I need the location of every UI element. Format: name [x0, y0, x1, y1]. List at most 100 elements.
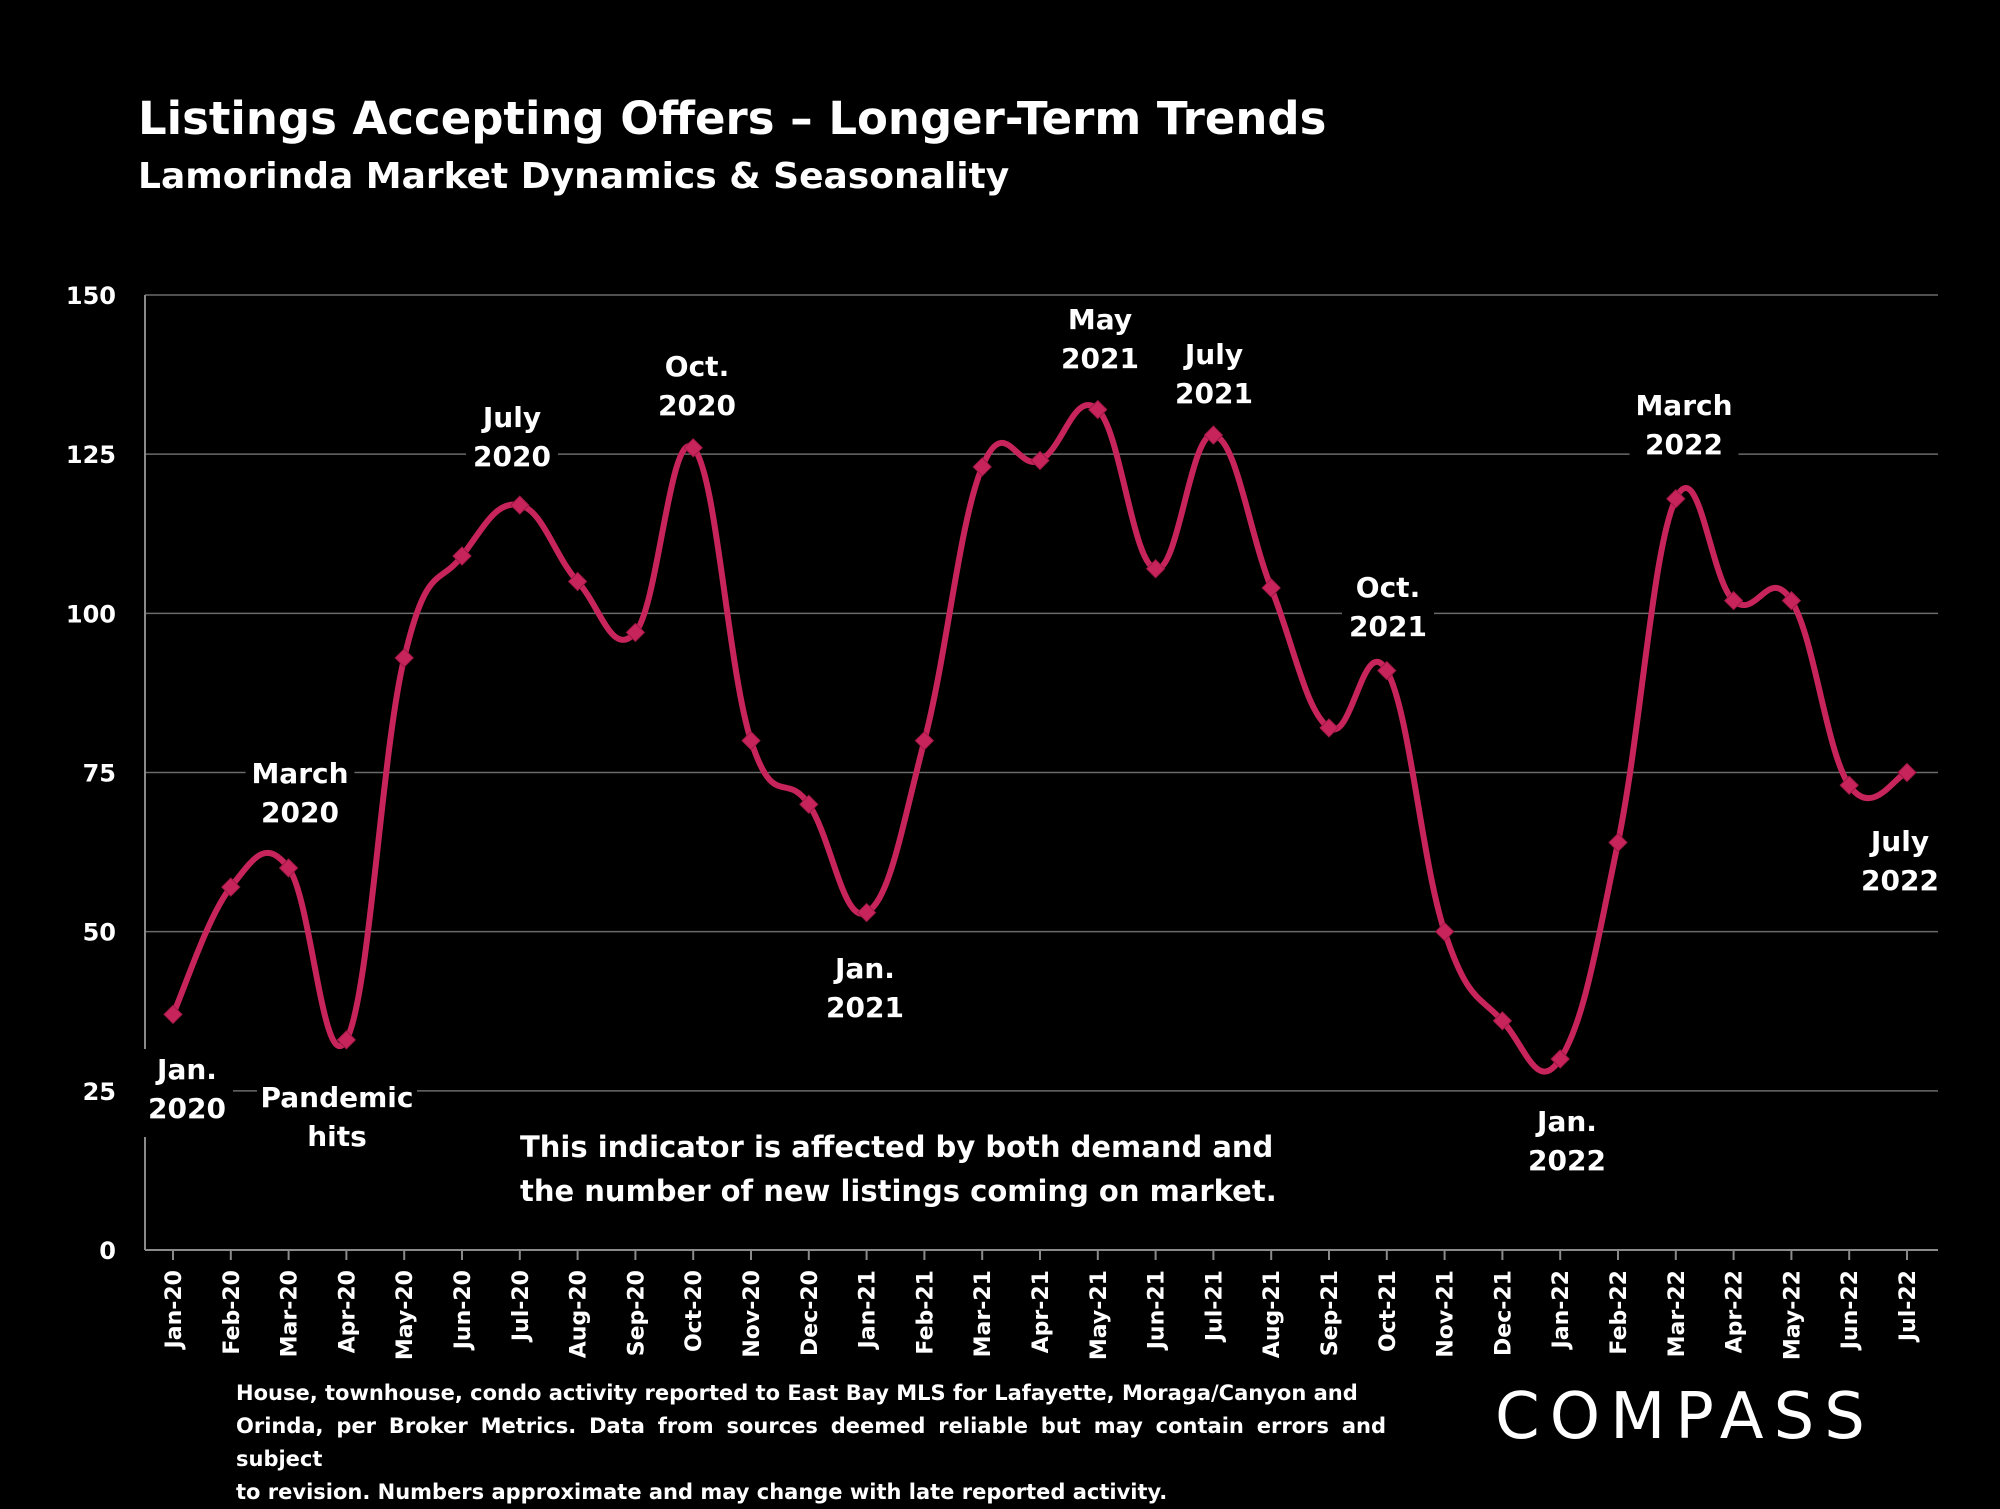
chart-note: This indicator is affected by both deman…	[520, 1130, 1277, 1208]
annotation-label: 2022	[1645, 428, 1723, 461]
annotation-label: Jan.	[833, 952, 895, 985]
annotation-backdrop	[141, 1049, 233, 1137]
x-tick-label: Dec-20	[798, 1270, 823, 1356]
x-tick-label: Jan-20	[162, 1270, 187, 1350]
data-point	[1550, 1049, 1570, 1069]
annotation-label: Oct.	[1356, 571, 1420, 604]
data-point	[1203, 425, 1224, 445]
x-tick-label: Oct-21	[1376, 1270, 1401, 1352]
data-point	[625, 622, 646, 643]
annotation-label: 2020	[658, 389, 736, 422]
x-tick-label: Feb-21	[913, 1270, 938, 1355]
y-tick-label: 125	[66, 441, 116, 469]
data-point	[972, 457, 992, 477]
annotation-label: May	[1068, 303, 1132, 336]
annotation-backdrop	[1168, 334, 1260, 422]
x-tick-label: Mar-20	[278, 1270, 303, 1357]
data-point	[914, 730, 935, 751]
annotation-label: Oct.	[665, 350, 729, 383]
annotation-label: 2020	[148, 1092, 226, 1125]
annotation-backdrop	[1854, 821, 1946, 909]
annotation-label: July	[1183, 338, 1243, 371]
data-markers	[163, 399, 1917, 1069]
data-point	[1261, 578, 1281, 598]
footnote-line: House, townhouse, condo activity reporte…	[236, 1381, 1358, 1405]
annotation-label: 2021	[1061, 342, 1139, 375]
annotation-label: 2021	[1349, 610, 1427, 643]
x-tick-label: May-22	[1780, 1270, 1805, 1360]
footnote-line: to revision. Numbers approximate and may…	[236, 1480, 1168, 1504]
x-tick-label: Dec-21	[1491, 1270, 1516, 1356]
data-point	[1434, 921, 1455, 942]
annotation-label: 2022	[1528, 1144, 1606, 1177]
data-point	[1781, 590, 1802, 611]
x-tick-label: Oct-20	[682, 1270, 707, 1352]
x-tick-label: May-21	[1087, 1270, 1112, 1360]
page-title: Listings Accepting Offers – Longer-Term …	[138, 92, 1327, 145]
footnote: House, townhouse, condo activity reporte…	[236, 1377, 1386, 1509]
data-point	[278, 858, 299, 878]
x-tick-label: Nov-20	[740, 1270, 765, 1358]
x-tick-label: Aug-20	[567, 1270, 592, 1358]
data-point	[1319, 718, 1339, 738]
annotation-backdrop	[1054, 299, 1146, 387]
annotation-label: 2022	[1861, 864, 1939, 897]
data-point	[1030, 450, 1050, 471]
y-tick-label: 150	[66, 282, 116, 310]
x-tick-label: Jan-22	[1549, 1270, 1574, 1350]
x-tick-label: Nov-21	[1434, 1270, 1459, 1358]
annotation-label: July	[1869, 825, 1929, 858]
data-point	[221, 877, 241, 897]
data-point	[1608, 832, 1628, 853]
x-tick-label: Jul-20	[509, 1270, 534, 1343]
x-tick-label: Sep-21	[1318, 1270, 1343, 1356]
annotation-label: Pandemic	[260, 1081, 413, 1114]
data-point	[394, 648, 414, 668]
data-point	[1897, 762, 1917, 783]
data-point	[741, 730, 761, 751]
annotation-backdrop	[819, 948, 911, 1036]
annotation-backdrop	[1342, 567, 1434, 655]
y-tick-label: 100	[66, 600, 116, 628]
annotation-label: July	[481, 401, 541, 434]
x-tick-label: Aug-21	[1260, 1270, 1285, 1358]
data-point	[1666, 489, 1686, 509]
data-point	[683, 438, 703, 458]
x-tick-label: Jan-21	[856, 1270, 881, 1350]
x-tick-label: Apr-20	[335, 1270, 360, 1353]
data-point	[799, 794, 819, 815]
annotation-label: 2020	[473, 440, 551, 473]
annotation-backdrop	[1521, 1101, 1613, 1189]
data-point	[510, 495, 530, 515]
x-tick-label: Feb-20	[220, 1270, 245, 1355]
annotation-label: 2021	[826, 991, 904, 1024]
y-tick-label: 50	[83, 919, 116, 947]
gridlines	[145, 294, 1938, 1092]
data-point	[1088, 399, 1108, 420]
annotations: Jan. 2020 March 2020 Pandemic hits July 2020 Oct…	[141, 299, 1946, 1189]
axes: 0 25 50 75 100 125 150 Jan-20 Feb-20 Mar-20 Apr-20…	[66, 282, 1938, 1360]
data-point	[163, 1004, 183, 1025]
data-point	[452, 546, 472, 566]
annotation-backdrop	[245, 753, 355, 841]
x-tick-label: Apr-21	[1029, 1270, 1054, 1353]
chart-note-line: This indicator is affected by both deman…	[520, 1130, 1273, 1164]
data-point	[856, 902, 877, 923]
annotation-label: Jan.	[1535, 1105, 1597, 1138]
y-tick-label: 75	[83, 760, 116, 788]
x-tick-label: Jun-22	[1838, 1270, 1863, 1351]
series-line-layer	[170, 402, 1909, 1075]
annotation-label: 2021	[1175, 377, 1253, 410]
y-tick-label: 0	[99, 1237, 116, 1265]
data-point	[336, 1030, 357, 1050]
data-point	[567, 571, 588, 592]
data-point	[1377, 660, 1397, 681]
compass-logo: COMPASS	[1495, 1380, 1875, 1454]
x-tick-label: Jul-22	[1896, 1270, 1921, 1343]
data-point	[1839, 775, 1859, 795]
footnote-line: Orinda, per Broker Metrics. Data from so…	[236, 1414, 1386, 1471]
x-tick-label: Mar-21	[971, 1270, 996, 1357]
x-tick-label: Jun-21	[1145, 1270, 1170, 1351]
data-point	[1723, 590, 1744, 611]
